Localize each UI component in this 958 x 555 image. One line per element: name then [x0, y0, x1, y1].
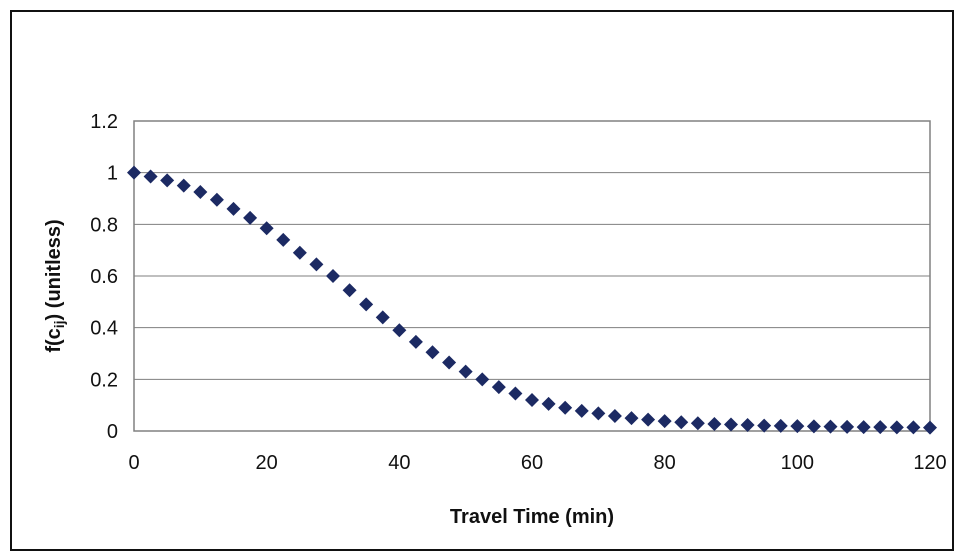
data-point	[773, 418, 788, 433]
data-point	[707, 417, 722, 432]
data-point	[541, 396, 556, 411]
data-point	[624, 411, 639, 426]
data-point	[375, 310, 390, 325]
y-axis-title: f(cij) (unitless)	[43, 219, 67, 352]
data-point	[259, 221, 274, 236]
data-point	[127, 165, 141, 180]
data-point	[442, 355, 457, 370]
x-tick-label: 120	[913, 452, 946, 474]
y-tick-label: 1	[107, 163, 118, 185]
gridlines	[134, 120, 930, 432]
data-point	[243, 210, 258, 225]
data-point	[806, 419, 821, 434]
x-tick-label: 40	[388, 452, 410, 474]
data-point	[873, 420, 888, 435]
data-point	[475, 372, 490, 387]
data-point	[657, 414, 672, 429]
data-point	[458, 364, 473, 379]
y-tick-labels: 0 0.2 0.4 0.6 0.8 1 1.2	[90, 111, 118, 443]
data-point	[525, 393, 539, 407]
x-tick-label: 60	[521, 452, 543, 474]
data-point	[292, 245, 307, 260]
data-point	[889, 420, 904, 435]
data-point	[342, 283, 357, 298]
x-tick-label: 100	[781, 452, 814, 474]
data-point	[607, 409, 622, 424]
data-point	[425, 345, 440, 360]
data-point	[226, 201, 241, 216]
data-point	[209, 192, 224, 207]
data-point	[790, 419, 805, 434]
data-point	[359, 297, 374, 312]
data-point	[906, 420, 921, 435]
data-point	[591, 406, 606, 421]
data-points	[127, 165, 937, 435]
data-point	[856, 420, 871, 435]
y-tick-label: 0.6	[90, 266, 118, 288]
data-point	[757, 418, 772, 433]
x-tick-label: 0	[128, 452, 139, 474]
data-point	[558, 400, 573, 415]
x-tick-label: 20	[256, 452, 278, 474]
data-point	[641, 412, 656, 427]
data-point	[160, 173, 175, 188]
data-point	[690, 416, 705, 431]
data-point	[392, 323, 407, 338]
y-tick-label: 0.8	[90, 214, 118, 236]
y-tick-label: 1.2	[90, 111, 118, 133]
data-point	[408, 334, 423, 349]
data-point	[823, 419, 838, 434]
data-point	[574, 403, 589, 418]
data-point	[176, 178, 191, 193]
data-point	[326, 269, 340, 283]
y-axis-title-pre: f(c	[43, 328, 65, 352]
y-tick-label: 0	[107, 421, 118, 443]
data-point	[674, 415, 689, 430]
data-point	[491, 380, 506, 395]
y-tick-label: 0.2	[90, 369, 118, 391]
chart-frame	[10, 10, 954, 551]
x-axis-title: Travel Time (min)	[450, 506, 614, 528]
data-point	[309, 257, 324, 272]
data-point	[840, 419, 855, 434]
y-tick-label: 0.4	[90, 318, 118, 340]
y-axis-title-subscript: ij	[51, 320, 67, 328]
y-axis-title-post: ) (unitless)	[43, 219, 65, 320]
data-point	[143, 169, 158, 184]
data-point	[276, 232, 291, 247]
x-tick-label: 80	[654, 452, 676, 474]
data-point	[923, 420, 937, 435]
data-point	[724, 417, 738, 432]
data-point	[740, 418, 755, 433]
plot-area	[133, 120, 931, 432]
x-tick-labels: 0 20 40 60 80 100 120	[128, 452, 946, 474]
data-point	[508, 386, 523, 401]
data-point	[193, 185, 208, 200]
